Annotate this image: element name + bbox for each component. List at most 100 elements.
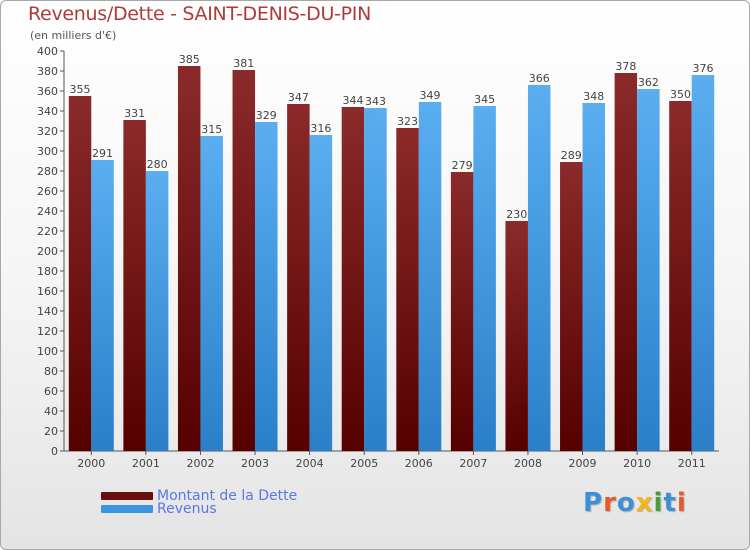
- y-tick-label: 0: [51, 445, 58, 458]
- x-tick-label: 2002: [186, 457, 214, 470]
- x-tick-label: 2001: [132, 457, 160, 470]
- y-tick-label: 380: [37, 65, 58, 78]
- y-tick-label: 300: [37, 145, 58, 158]
- bar-dette: [177, 66, 201, 451]
- value-label-dette: 350: [670, 88, 691, 101]
- logo-letter: i: [676, 488, 687, 518]
- chart-subtitle: (en milliers d'€): [30, 29, 117, 42]
- value-label-dette: 347: [288, 91, 309, 104]
- logo-letter: t: [663, 488, 677, 518]
- legend-label-revenus: Revenus: [157, 501, 217, 517]
- logo-letter: i: [653, 488, 664, 518]
- x-tick-label: 2009: [569, 457, 597, 470]
- value-label-dette: 279: [452, 159, 473, 172]
- value-label-revenus: 376: [692, 62, 713, 75]
- legend-item-dette: Montant de la Dette: [101, 489, 297, 503]
- y-tick-label: 400: [37, 45, 58, 58]
- logo-letter: o: [616, 488, 636, 518]
- value-label-dette: 378: [615, 60, 636, 73]
- chart-title: Revenus/Dette - SAINT-DENIS-DU-PIN: [28, 3, 371, 25]
- value-label-revenus: 316: [310, 122, 331, 135]
- legend-label-dette: Montant de la Dette: [157, 488, 298, 504]
- bar-dette: [450, 172, 474, 451]
- y-tick-label: 360: [37, 85, 58, 98]
- bar-revenus: [473, 106, 496, 451]
- bar-revenus: [637, 89, 660, 451]
- legend-item-revenus: Revenus: [101, 502, 217, 516]
- bar-dette: [68, 96, 92, 451]
- legend-swatch-dette: [101, 492, 153, 500]
- value-label-revenus: 362: [638, 76, 659, 89]
- value-label-revenus: 280: [147, 158, 168, 171]
- y-tick-label: 20: [44, 425, 58, 438]
- y-tick-label: 160: [37, 285, 58, 298]
- bar-revenus: [364, 108, 387, 451]
- bars-group: [68, 66, 715, 451]
- logo-letter: x: [635, 488, 654, 518]
- value-label-revenus: 291: [92, 147, 113, 160]
- value-label-dette: 331: [124, 107, 145, 120]
- y-tick-label: 240: [37, 205, 58, 218]
- y-tick-label: 320: [37, 125, 58, 138]
- bar-dette: [123, 120, 146, 451]
- value-label-revenus: 349: [420, 89, 441, 102]
- x-tick-label: 2004: [296, 457, 324, 470]
- value-label-dette: 355: [70, 83, 91, 96]
- y-tick-label: 280: [37, 165, 58, 178]
- value-label-dette: 385: [179, 53, 200, 66]
- y-tick-label: 340: [37, 105, 58, 118]
- legend-swatch-revenus: [101, 505, 153, 513]
- value-label-dette: 289: [561, 149, 582, 162]
- value-label-dette: 381: [233, 57, 254, 70]
- x-tick-label: 2007: [459, 457, 487, 470]
- bar-revenus: [255, 122, 278, 451]
- bar-revenus: [91, 160, 114, 451]
- y-tick-label: 60: [44, 385, 58, 398]
- value-label-revenus: 345: [474, 93, 495, 106]
- y-tick-label: 120: [37, 325, 58, 338]
- y-tick-label: 100: [37, 345, 58, 358]
- bar-dette: [341, 107, 365, 451]
- bar-dette: [287, 104, 310, 451]
- bar-dette: [396, 128, 419, 451]
- y-tick-label: 140: [37, 305, 58, 318]
- value-label-dette: 344: [342, 94, 363, 107]
- x-tick-label: 2006: [405, 457, 433, 470]
- value-label-revenus: 366: [529, 72, 550, 85]
- logo-letter: P: [583, 488, 604, 518]
- bar-revenus: [200, 136, 223, 451]
- bar-revenus: [582, 103, 606, 451]
- bar-revenus: [527, 85, 551, 451]
- x-tick-label: 2000: [77, 457, 105, 470]
- y-tick-label: 40: [44, 405, 58, 418]
- y-tick-label: 180: [37, 265, 58, 278]
- y-tick-label: 260: [37, 185, 58, 198]
- bar-dette: [232, 70, 256, 451]
- bar-dette: [669, 101, 692, 451]
- bar-dette: [614, 73, 638, 451]
- value-label-revenus: 315: [201, 123, 222, 136]
- x-tick-label: 2010: [623, 457, 651, 470]
- bar-revenus: [691, 75, 715, 451]
- bar-revenus: [309, 135, 333, 451]
- x-tick-label: 2005: [350, 457, 378, 470]
- proxiti-logo: Proxiti: [583, 488, 687, 518]
- value-label-dette: 323: [397, 115, 418, 128]
- logo-letter: r: [603, 488, 617, 518]
- y-tick-label: 200: [37, 245, 58, 258]
- value-label-revenus: 343: [365, 95, 386, 108]
- value-label-revenus: 329: [256, 109, 277, 122]
- value-label-dette: 230: [506, 208, 527, 221]
- y-tick-label: 80: [44, 365, 58, 378]
- axes-group: 0 20 40 60 80 100 120 140 160 180 200 220 240 260 280 3…: [37, 45, 719, 470]
- x-tick-label: 2011: [678, 457, 706, 470]
- value-label-revenus: 348: [583, 90, 604, 103]
- y-tick-label: 220: [37, 225, 58, 238]
- bar-revenus: [145, 171, 169, 451]
- bar-dette: [505, 221, 528, 451]
- x-tick-label: 2008: [514, 457, 542, 470]
- bar-revenus: [418, 102, 442, 451]
